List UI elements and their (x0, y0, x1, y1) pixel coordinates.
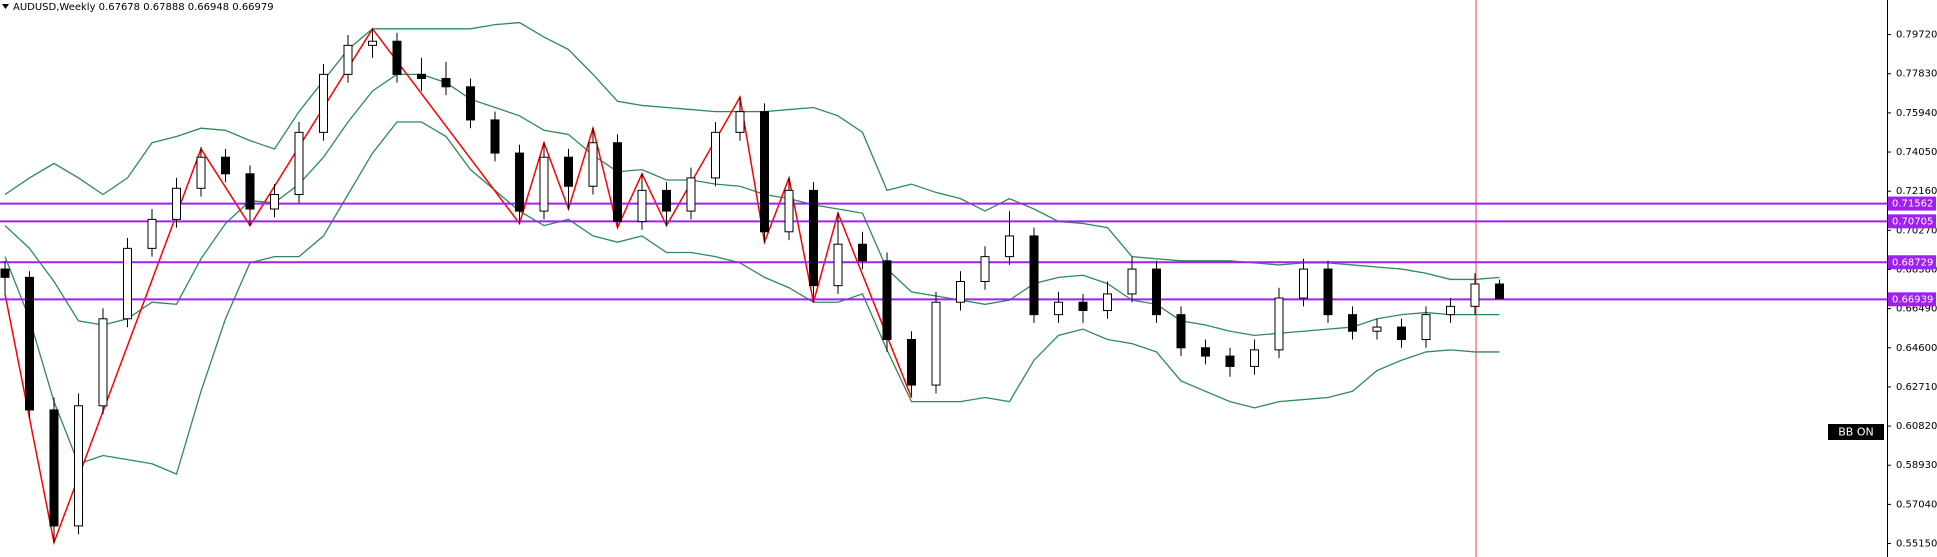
candle-body (1250, 349, 1259, 367)
level-label: 0.70705 (1892, 216, 1933, 227)
candle-body (1348, 314, 1357, 332)
chart-title: AUDUSD,Weekly 0.67678 0.67888 0.66948 0.… (13, 2, 274, 13)
candle-body (1421, 314, 1431, 341)
candle-body (74, 405, 83, 527)
y-tick-label: 0.58930 (1896, 460, 1937, 471)
candle-body (1299, 268, 1308, 299)
candle-body (1078, 301, 1088, 312)
menu-arrow[interactable] (2, 4, 9, 9)
y-tick-label: 0.68380 (1896, 264, 1937, 275)
candle-body (172, 187, 181, 220)
candle-body (956, 281, 965, 303)
y-tick-label: 0.77830 (1896, 69, 1937, 80)
candle-body (490, 119, 500, 154)
y-tick-label: 0.64600 (1896, 343, 1937, 354)
candle-body (784, 189, 794, 233)
candle-body (1495, 283, 1504, 300)
y-tick-label: 0.57040 (1896, 499, 1937, 510)
candle-body (1054, 301, 1063, 316)
candle-body (319, 73, 328, 133)
candle-body (123, 247, 132, 320)
candle-body (25, 276, 34, 411)
candle-body (1201, 347, 1210, 357)
candle-body (711, 131, 720, 179)
candle-body (662, 189, 671, 212)
candle-body (907, 339, 916, 386)
candle-body (466, 86, 475, 121)
candle-body (0, 268, 10, 278)
candle-body (931, 301, 941, 386)
candle-body (221, 156, 230, 175)
candle-body (1225, 355, 1235, 367)
y-tick-label: 0.75940 (1896, 108, 1937, 119)
level-label: 0.68729 (1892, 257, 1933, 268)
candle-body (1127, 268, 1137, 295)
level-label: 0.71562 (1892, 199, 1933, 210)
badge[interactable]: BB ON (1838, 426, 1873, 439)
candle-body (858, 243, 867, 262)
candle-body (686, 177, 696, 212)
candle-body (1323, 268, 1333, 316)
candle-body (564, 156, 573, 187)
candle-body (1372, 326, 1382, 332)
candle-body (294, 131, 304, 196)
candle-body (1274, 297, 1284, 351)
candle-body (1152, 268, 1161, 316)
candle-body (441, 78, 451, 88)
level-label-box (1888, 292, 1936, 307)
level-label-box (1888, 196, 1936, 211)
y-tick-label: 0.79720 (1896, 30, 1937, 41)
candle-body (637, 189, 647, 222)
y-tick-label: 0.62710 (1896, 382, 1937, 393)
level-label-box (1888, 255, 1936, 270)
candle-body (1176, 314, 1186, 349)
candle-body (368, 40, 377, 46)
candle-body (613, 142, 622, 222)
y-tick-label: 0.70270 (1896, 225, 1937, 236)
candle-body (809, 189, 818, 287)
candle-body (49, 409, 59, 527)
y-tick-label: 0.60820 (1896, 421, 1937, 432)
candle-body (1470, 283, 1480, 307)
candle-body (735, 111, 745, 133)
candle-body (98, 318, 108, 407)
candle-body (270, 194, 279, 210)
candle-body (1103, 293, 1112, 312)
candle-body (980, 256, 990, 283)
candle-body (147, 218, 157, 249)
candle-body (588, 142, 598, 187)
candle-body (515, 152, 524, 212)
level-label: 0.66939 (1892, 294, 1933, 305)
y-tick-label: 0.66490 (1896, 304, 1937, 315)
candle-body (392, 40, 402, 75)
candle-body (343, 44, 353, 75)
candle-body (417, 73, 426, 80)
y-tick-label: 0.55150 (1896, 539, 1937, 550)
candle-body (539, 156, 549, 212)
candle-body (1446, 305, 1455, 316)
candle-body (1397, 326, 1406, 341)
candle-body (833, 243, 843, 287)
candle-body (1005, 235, 1014, 258)
y-tick-label: 0.72160 (1896, 186, 1937, 197)
y-tick-label: 0.74050 (1896, 147, 1937, 158)
candle-body (882, 260, 892, 341)
badge-box[interactable] (1828, 424, 1884, 440)
candle-body (196, 156, 206, 189)
candle-body (245, 173, 255, 210)
candle-body (760, 111, 769, 233)
level-label-box (1888, 214, 1936, 229)
candle-body (1029, 235, 1039, 316)
